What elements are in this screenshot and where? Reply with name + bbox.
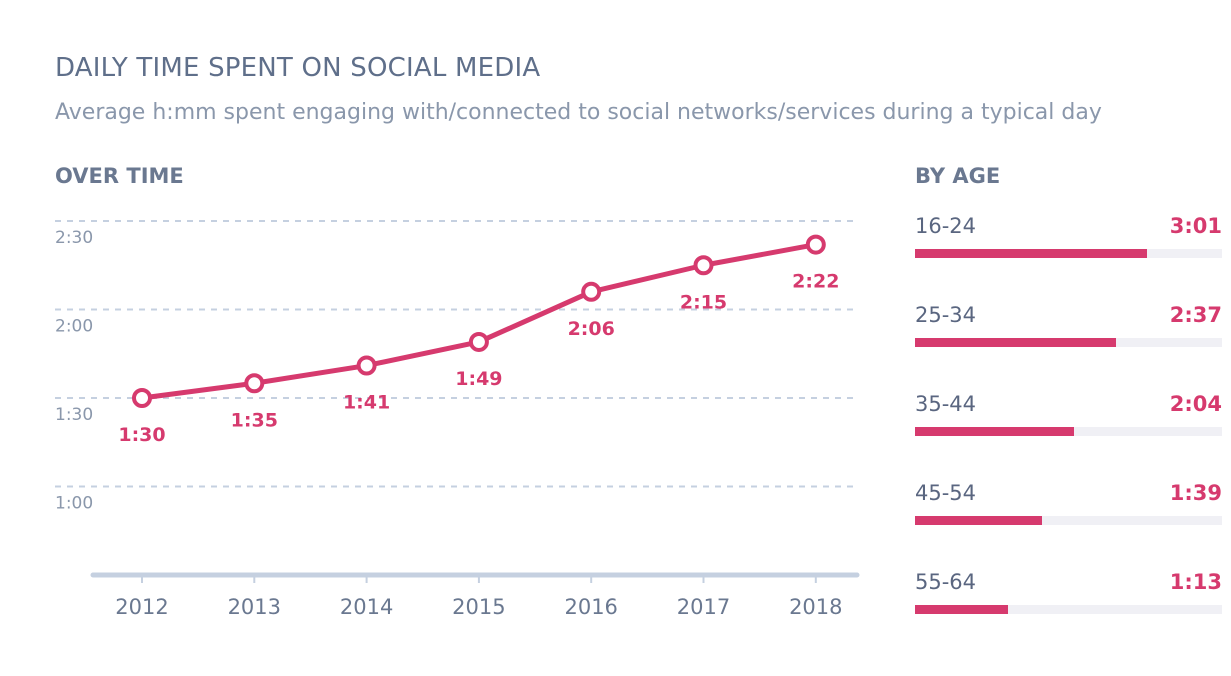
- x-tick-label: 2015: [452, 595, 505, 619]
- age-group-value: 2:04: [1169, 392, 1222, 416]
- age-group-label: 45-54: [915, 481, 977, 505]
- x-tick-label: 2014: [340, 595, 393, 619]
- age-bar-track: [915, 427, 1222, 436]
- age-row: 35-44 2:04: [915, 392, 1222, 452]
- age-group-label: 35-44: [915, 392, 977, 416]
- x-tick-label: 2012: [115, 595, 168, 619]
- y-tick-label: 2:00: [55, 317, 93, 337]
- data-label: 1:30: [118, 424, 165, 446]
- age-bar: [915, 605, 1009, 614]
- x-tick-label: 2017: [677, 595, 730, 619]
- data-point: [581, 281, 602, 302]
- data-point: [356, 355, 377, 376]
- age-bar: [915, 516, 1042, 525]
- data-point: [244, 373, 265, 394]
- age-bar: [915, 338, 1116, 347]
- data-label: 1:41: [343, 392, 390, 414]
- age-group-value: 2:37: [1169, 303, 1222, 327]
- age-group-label: 16-24: [915, 214, 977, 238]
- data-point: [693, 255, 714, 276]
- line-chart: 1:00 1:30 2:00 2:30 2012 2013 2014 2015 2016 2017…: [55, 220, 860, 619]
- data-label: 2:22: [792, 271, 839, 293]
- age-bar-track: [915, 338, 1222, 347]
- data-label: 2:06: [568, 318, 615, 340]
- age-bar: [915, 249, 1147, 258]
- x-tick-label: 2016: [564, 595, 617, 619]
- data-point: [805, 234, 826, 255]
- data-label: 1:35: [231, 409, 278, 431]
- age-row: 16-24 3:01: [915, 214, 1222, 274]
- age-group-value: 1:13: [1169, 570, 1222, 594]
- y-tick-label: 2:30: [55, 228, 93, 248]
- age-bar-track: [915, 605, 1222, 614]
- x-tick-label: 2013: [228, 595, 281, 619]
- over-time-label: OVER TIME: [55, 164, 184, 188]
- x-tick-label: 2018: [789, 595, 842, 619]
- age-row: 45-54 1:39: [915, 481, 1222, 541]
- age-group-value: 1:39: [1169, 481, 1222, 505]
- age-bar-track: [915, 516, 1222, 525]
- age-bar: [915, 427, 1074, 436]
- age-group-label: 25-34: [915, 303, 977, 327]
- age-row: 55-64 1:13: [915, 570, 1222, 630]
- chart-title: DAILY TIME SPENT ON SOCIAL MEDIA: [55, 53, 541, 83]
- data-point: [468, 331, 489, 352]
- chart-subtitle: Average h:mm spent engaging with/connect…: [55, 100, 1102, 125]
- age-group-label: 55-64: [915, 570, 977, 594]
- y-tick-label: 1:30: [55, 405, 93, 425]
- y-tick-label: 1:00: [55, 494, 93, 514]
- age-bar-track: [915, 249, 1222, 258]
- by-age-label: BY AGE: [915, 164, 1001, 188]
- data-label: 1:49: [455, 368, 502, 390]
- data-point: [132, 388, 152, 408]
- age-row: 25-34 2:37: [915, 303, 1222, 363]
- data-label: 2:15: [680, 291, 727, 313]
- age-group-value: 3:01: [1169, 214, 1222, 238]
